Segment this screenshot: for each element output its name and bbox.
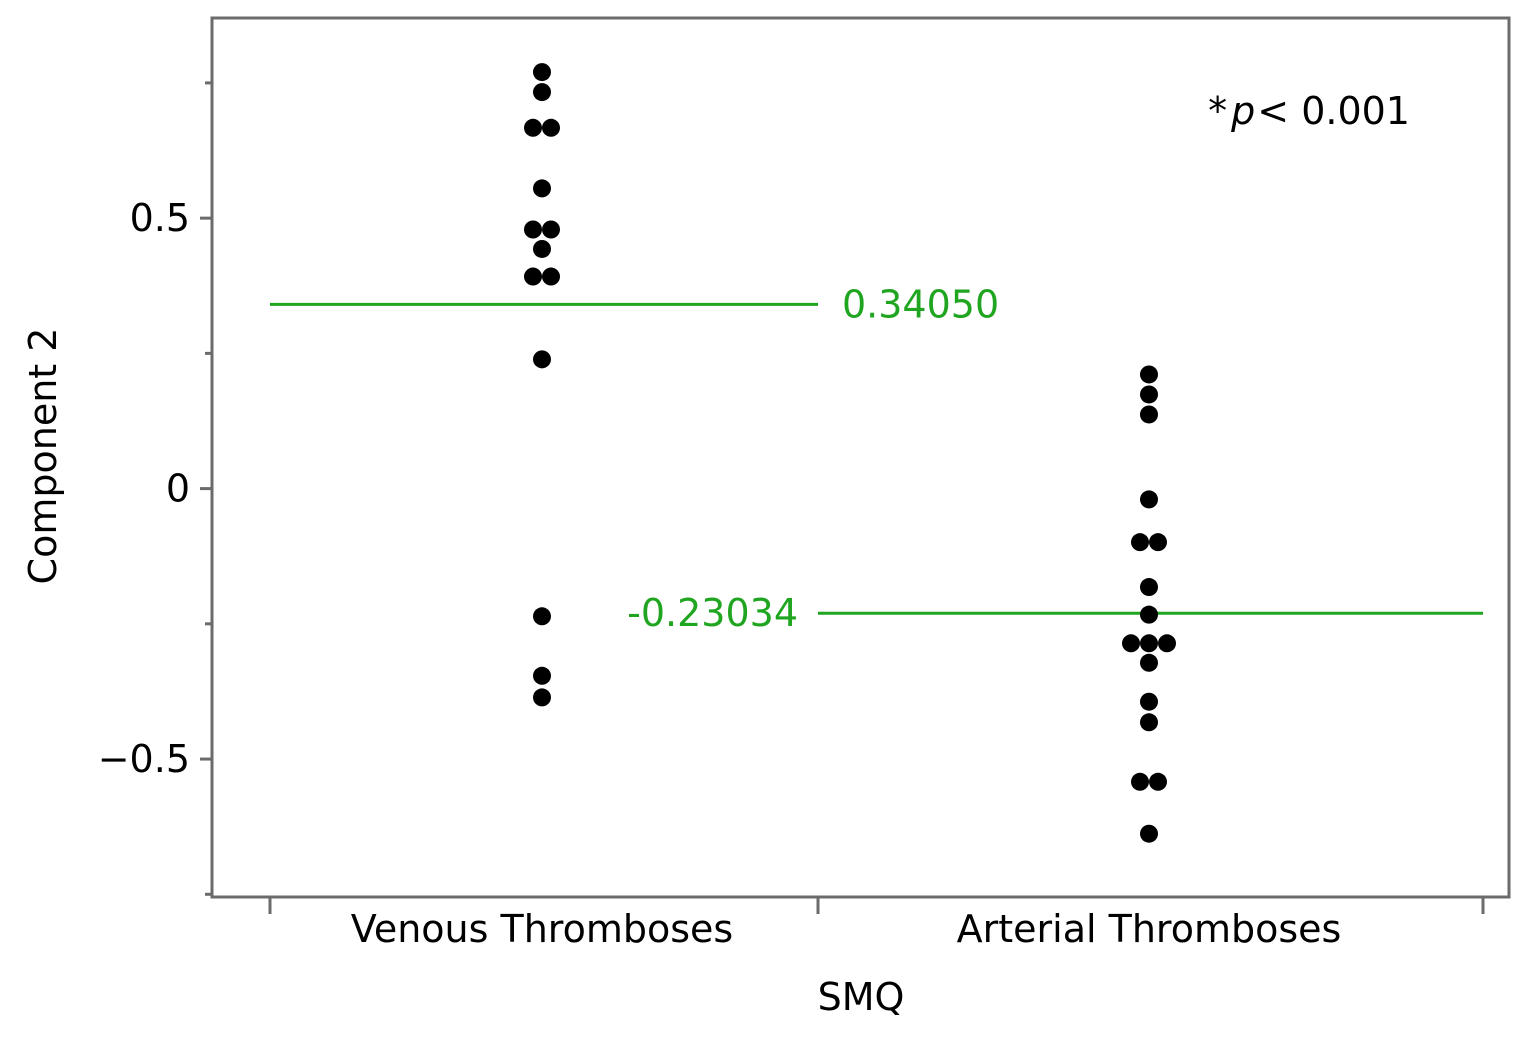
y-axis-title: Component 2	[21, 328, 65, 585]
data-points	[524, 63, 1176, 843]
data-point	[1140, 653, 1158, 672]
x-axis: Venous Thromboses Arterial Thromboses	[268, 897, 1485, 951]
mean-label: 0.34050	[842, 282, 999, 326]
data-point	[533, 350, 551, 369]
y-axis: 0.5 0 −0.5	[98, 81, 212, 896]
data-point	[533, 63, 551, 82]
data-point	[1140, 405, 1158, 424]
data-point	[1149, 533, 1167, 552]
data-point	[524, 220, 542, 239]
y-tick-label: −0.5	[98, 737, 190, 781]
p-value-symbol: p	[1230, 89, 1255, 133]
data-point	[1149, 772, 1167, 791]
data-point	[1140, 365, 1158, 384]
data-point	[533, 666, 551, 685]
data-point	[1140, 713, 1158, 732]
y-tick-label: 0.5	[130, 196, 190, 240]
plot-frame	[210, 16, 1511, 899]
data-point	[1140, 385, 1158, 404]
x-category-label: Arterial Thromboses	[957, 907, 1342, 951]
p-value-star: *	[1208, 89, 1227, 133]
y-tick-label: 0	[166, 467, 190, 511]
x-category-label: Venous Thromboses	[351, 907, 733, 951]
data-point	[533, 239, 551, 258]
data-point	[533, 179, 551, 198]
data-point	[533, 83, 551, 102]
data-point	[533, 688, 551, 707]
data-point	[1140, 605, 1158, 624]
data-point	[1140, 578, 1158, 597]
data-point	[1140, 692, 1158, 711]
data-point	[1131, 533, 1149, 552]
data-point	[1140, 634, 1158, 653]
data-point	[1140, 824, 1158, 843]
p-value-text: < 0.001	[1257, 89, 1410, 133]
data-point	[533, 607, 551, 626]
data-point	[1158, 634, 1176, 653]
data-point	[542, 118, 560, 137]
data-point	[542, 267, 560, 286]
data-point	[1131, 772, 1149, 791]
p-value-annotation: * p< 0.001	[1208, 89, 1410, 133]
data-point	[542, 220, 560, 239]
data-point	[524, 118, 542, 137]
x-axis-title: SMQ	[818, 975, 905, 1019]
mean-label: -0.23034	[627, 591, 798, 635]
data-point	[1140, 490, 1158, 509]
data-point	[524, 267, 542, 286]
data-point	[1122, 634, 1140, 653]
group-means: 0.34050 -0.23034	[270, 282, 1483, 635]
